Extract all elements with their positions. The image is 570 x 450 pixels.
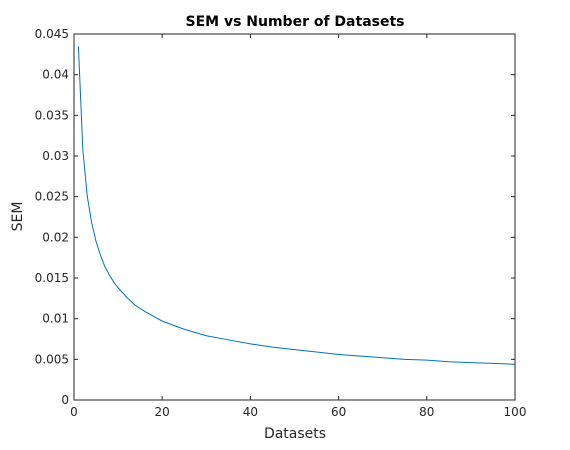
x-tick-label: 80 bbox=[419, 405, 434, 419]
y-tick-label: 0.03 bbox=[42, 149, 69, 163]
x-tick-label: 100 bbox=[504, 405, 527, 419]
x-tick-label: 40 bbox=[243, 405, 258, 419]
y-axis-label: SEM bbox=[10, 202, 26, 232]
plot-area bbox=[77, 46, 516, 365]
y-tick-label: 0.01 bbox=[42, 312, 69, 326]
series-line-0 bbox=[77, 46, 516, 365]
x-tick-label: 20 bbox=[155, 405, 170, 419]
y-tick-label: 0.005 bbox=[35, 352, 69, 366]
y-tick-label: 0.045 bbox=[35, 27, 69, 41]
x-axis-label: Datasets bbox=[264, 426, 326, 442]
x-tick-label: 60 bbox=[331, 405, 346, 419]
y-tick-label: 0.02 bbox=[42, 230, 69, 244]
y-tick-label: 0.015 bbox=[35, 271, 69, 285]
axes-box bbox=[73, 33, 516, 401]
y-tick-label: 0.035 bbox=[35, 108, 69, 122]
y-tick-label: 0 bbox=[61, 393, 69, 407]
x-tick-label: 0 bbox=[70, 405, 78, 419]
axis-ticks: 0 20 40 60 80 100 0 0.005 0.01 0.015 0.02 0.025 0.03… bbox=[35, 27, 527, 419]
y-tick-label: 0.04 bbox=[42, 68, 69, 82]
chart-title: SEM vs Number of Datasets bbox=[186, 14, 405, 30]
y-tick-label: 0.025 bbox=[35, 190, 69, 204]
